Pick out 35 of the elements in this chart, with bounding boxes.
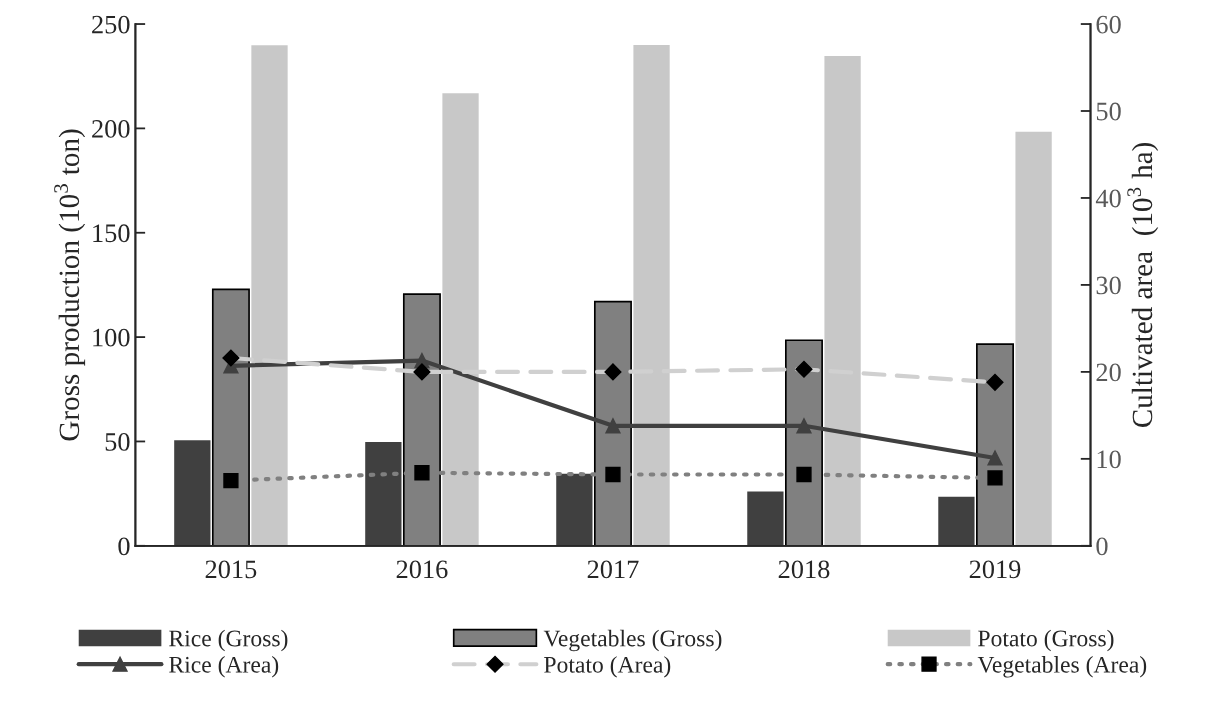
bar (556, 473, 593, 546)
legend-label: Vegetables (Area) (977, 656, 1147, 678)
bar (365, 442, 402, 546)
x-tick-label: 2019 (969, 560, 1021, 579)
x-tick-label: 2016 (396, 560, 448, 579)
point (605, 418, 621, 434)
legend-label: Potato (Area) (544, 656, 671, 678)
bar (747, 491, 784, 546)
legend-label: Potato (Gross) (978, 629, 1114, 652)
y-tick-label: 200 (92, 120, 130, 138)
y-axis-title: Gross production (10$^{3}$ ton) (54, 129, 86, 441)
y2-tick-label: 50 (1096, 102, 1121, 121)
bar (938, 496, 975, 546)
y-tick-label: 100 (93, 328, 130, 347)
y-tick-label: 0 (118, 537, 130, 556)
y2-tick-label: 30 (1096, 276, 1121, 295)
bar (174, 440, 211, 546)
legend-label: Vegetables (Gross) (543, 629, 722, 652)
point (796, 418, 812, 434)
y2-tick-label: 20 (1096, 363, 1121, 382)
y2-tick-label: 60 (1096, 15, 1121, 34)
y2-axis-title: Cultivated area (10$^{3}$ ha) (1127, 142, 1159, 428)
y2-tick-label: 10 (1097, 450, 1121, 469)
y-tick-label: 50 (105, 433, 130, 451)
bar (1015, 131, 1052, 546)
y-tick-label: 250 (92, 15, 130, 34)
x-tick-label: 2015 (205, 560, 257, 579)
y2-tick-label: 40 (1095, 189, 1121, 208)
legend-label: Rice (Gross) (169, 629, 288, 652)
y2-tick-label: 0 (1096, 537, 1108, 556)
legend-label: Rice (Area) (169, 656, 279, 678)
point (987, 450, 1003, 466)
x-tick-label: 2018 (778, 560, 830, 579)
x-tick-label: 2017 (587, 560, 639, 579)
y-tick-label: 150 (93, 224, 130, 243)
